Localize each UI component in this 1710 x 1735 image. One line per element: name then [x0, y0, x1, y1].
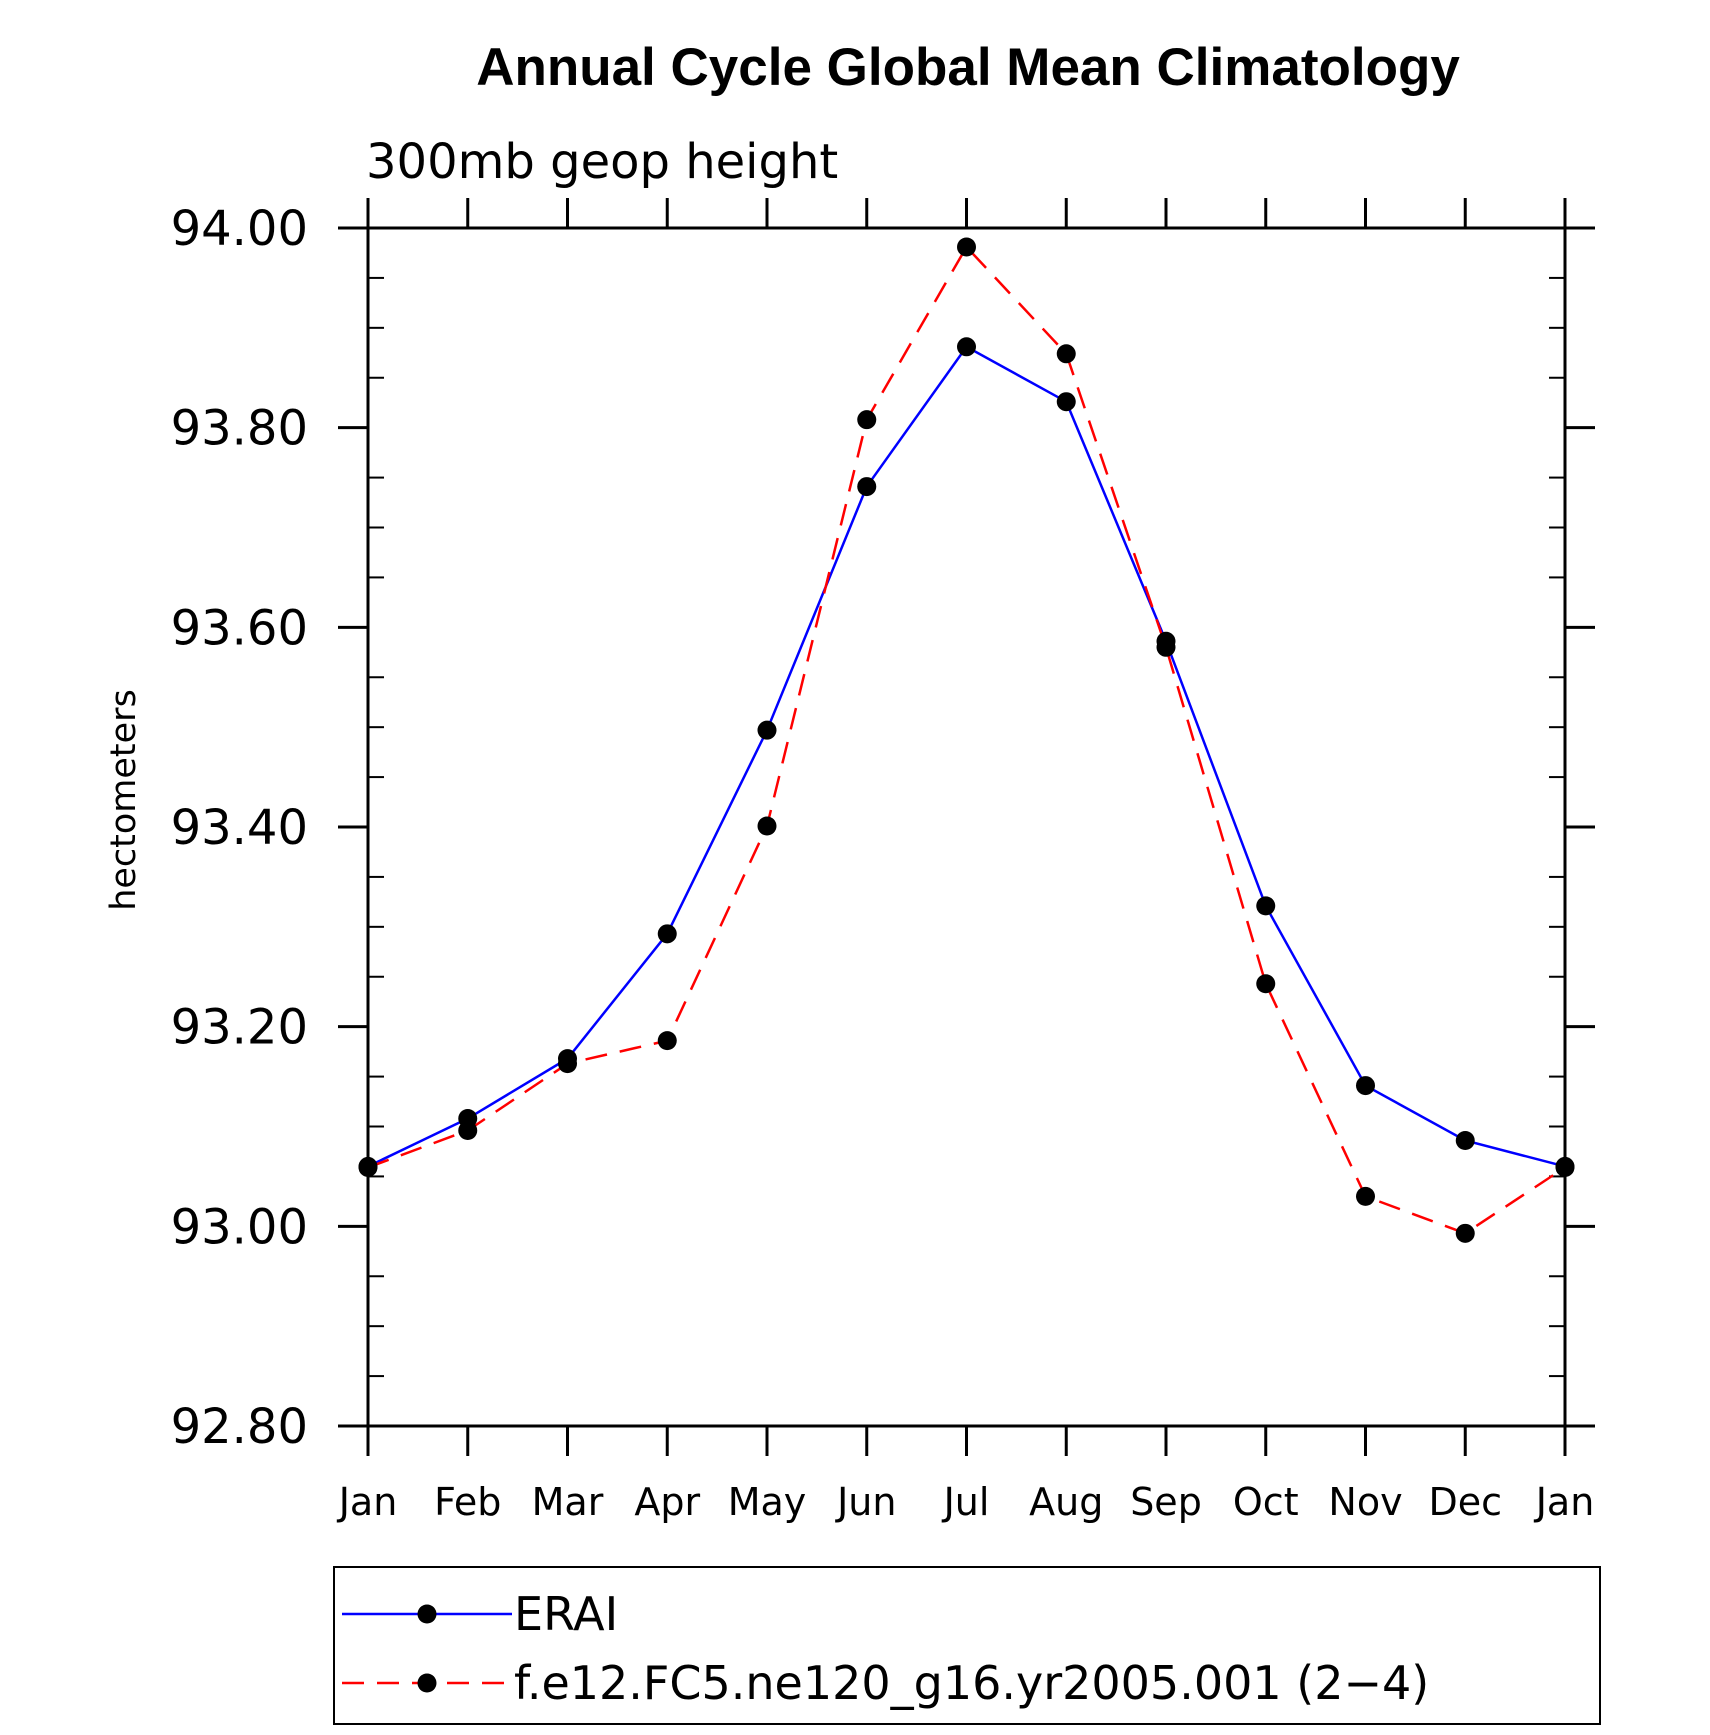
legend: ERAI f.e12.FC5.ne120_g16.yr2005.001 (2−4)	[342, 1587, 1429, 1710]
series-line-1	[367, 345, 1566, 1168]
series-2-point	[957, 237, 976, 257]
series-2-point	[558, 1054, 577, 1074]
series-2-point	[458, 1120, 478, 1140]
x-tick-label: Aug	[1029, 1480, 1103, 1524]
chart-subtitle: 300mb geop height	[366, 134, 838, 190]
x-tick-label: Feb	[434, 1480, 501, 1524]
series-1-point	[1455, 1130, 1475, 1150]
y-tick-label: 93.80	[171, 401, 308, 457]
series-2-point	[1555, 1157, 1575, 1177]
series-2-point	[1056, 344, 1076, 364]
plot-frame	[366, 226, 1567, 1428]
x-tick-label: Jun	[835, 1480, 896, 1524]
legend-label-1: ERAI	[514, 1587, 618, 1641]
chart-title: Annual Cycle Global Mean Climatology	[476, 38, 1460, 97]
axis-ticks	[338, 198, 1595, 1456]
series-line-2	[367, 244, 1566, 1235]
series-2-point	[1156, 637, 1176, 657]
x-tick-label: Nov	[1328, 1480, 1402, 1524]
y-axis-label: hectometers	[104, 689, 144, 911]
y-tick-label: 92.80	[171, 1399, 308, 1455]
series-layer	[358, 237, 1575, 1243]
x-tick-label: Oct	[1233, 1480, 1299, 1524]
series-2-point	[358, 1157, 378, 1177]
series-1-point	[957, 337, 976, 357]
y-tick-label: 93.40	[171, 800, 308, 856]
series-2-point	[1256, 974, 1276, 994]
legend-box	[333, 1566, 1601, 1725]
series-1-point	[757, 720, 777, 740]
x-tick-label: Dec	[1428, 1480, 1502, 1524]
legend-marker-2	[417, 1673, 437, 1693]
series-1-point	[1356, 1076, 1375, 1096]
legend-marker-1	[417, 1604, 437, 1624]
x-tick-label: Sep	[1130, 1480, 1202, 1524]
series-2-point	[857, 410, 877, 430]
series-2-point	[1455, 1223, 1475, 1243]
series-1-point	[1256, 896, 1276, 916]
x-tick-label: Apr	[634, 1480, 700, 1524]
series-2-point	[657, 1031, 677, 1051]
x-tick-label: Jan	[1534, 1480, 1595, 1524]
series-2-point	[757, 816, 777, 836]
series-1-point	[857, 477, 877, 497]
y-tick-label: 93.60	[171, 600, 308, 656]
y-tick-label: 93.20	[171, 1000, 308, 1056]
axis-tick-labels: Jan Feb Mar Apr May Jun Jul Aug Sep Oct Nov Dec Jan 9…	[171, 201, 1595, 1524]
legend-label-2: f.e12.FC5.ne120_g16.yr2005.001 (2−4)	[514, 1656, 1429, 1710]
x-tick-label: May	[728, 1480, 807, 1524]
series-1-point	[657, 924, 677, 944]
x-tick-label: Jan	[337, 1480, 398, 1524]
y-tick-label: 94.00	[171, 201, 308, 257]
series-2-point	[1356, 1186, 1375, 1206]
x-tick-label: Mar	[532, 1480, 604, 1524]
x-tick-label: Jul	[942, 1480, 990, 1524]
series-1-point	[1056, 392, 1076, 412]
y-tick-label: 93.00	[171, 1199, 308, 1255]
